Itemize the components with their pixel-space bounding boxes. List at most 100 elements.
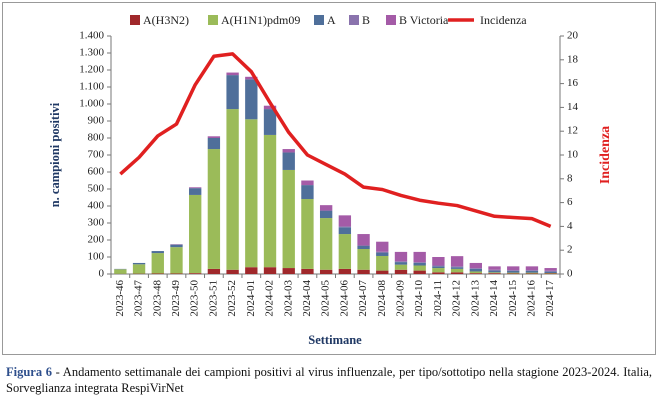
y-tick-label: 300 (88, 217, 105, 229)
bar-segment (413, 251, 426, 263)
x-tick-label: 2024-17 (544, 280, 556, 317)
bar-segment (357, 245, 370, 250)
bar-segment (525, 272, 539, 274)
y-tick-label: 900 (88, 115, 105, 127)
bar-segment (301, 180, 314, 186)
bar-segment (450, 272, 464, 274)
bar-segment (132, 264, 146, 274)
x-tick-label: 2024-14 (488, 280, 500, 317)
y-tick-label: 100 (88, 251, 105, 263)
bar-segment (525, 266, 539, 271)
bar-segment (432, 265, 445, 267)
x-tick-label: 2024-05 (320, 280, 332, 317)
y2-tick-label: 16 (567, 77, 579, 89)
y-tick-label: 1.400 (79, 30, 104, 42)
x-tick-label: 2024-08 (376, 280, 388, 317)
bar-segment (544, 273, 557, 274)
bar-segment (432, 268, 445, 273)
x-tick-label: 2023-50 (189, 280, 201, 317)
y-tick-label: 1.000 (79, 98, 104, 110)
bar-segment (357, 234, 370, 246)
x-tick-label: 2024-09 (395, 280, 407, 317)
legend-label: A (327, 13, 336, 27)
bar-segment (338, 234, 352, 269)
bar-segment (151, 273, 164, 274)
x-tick-label: 2024-07 (357, 280, 369, 317)
bar-segment (507, 270, 520, 273)
bar-segment (301, 185, 314, 200)
x-tick-label: 2024-06 (338, 280, 350, 317)
bar-segment (151, 253, 164, 274)
bar-segment (282, 152, 295, 170)
bar-segment (301, 268, 314, 274)
bar-segment (263, 134, 277, 268)
bar-segment (207, 138, 221, 150)
bar-segment (282, 268, 295, 274)
bar-segment (488, 269, 501, 271)
bar-segment (357, 269, 370, 274)
bar-segment (263, 109, 277, 135)
bar-segment (488, 273, 501, 274)
bar-segment (376, 255, 389, 271)
bar-segment (319, 205, 333, 211)
legend-swatch (130, 15, 140, 25)
bar-segment (207, 149, 221, 269)
bar-segment (525, 270, 539, 271)
legend-swatch (386, 15, 396, 25)
bar-segment (319, 269, 333, 274)
bar-segment (189, 188, 202, 195)
bar-segment (488, 270, 501, 273)
bar-segment (189, 194, 202, 274)
bar-segment (394, 251, 408, 262)
bar-segment (450, 266, 464, 268)
legend-swatch (349, 15, 359, 25)
bar-segment (413, 265, 426, 271)
bar-segment (394, 262, 408, 265)
bar-segment (507, 272, 520, 274)
y-tick-label: 200 (88, 234, 105, 246)
bar-segment (376, 270, 389, 274)
y2-tick-label: 8 (567, 172, 573, 184)
bar-segment (469, 268, 482, 272)
bar-segment (207, 136, 221, 138)
bar-segment (338, 227, 352, 235)
legend-swatch (208, 15, 218, 25)
bar-segment (226, 75, 239, 110)
bar-segment (413, 262, 426, 263)
bar-segment (469, 271, 482, 274)
bar-segment (245, 76, 258, 80)
bar-segment (170, 273, 183, 274)
chart: n. campioni positivi Incidenza Settimane… (2, 2, 656, 355)
y-tick-label: 1.100 (79, 81, 104, 93)
x-tick-label: 2023-52 (226, 280, 238, 317)
bar-segment (450, 268, 464, 273)
bar-segment (450, 256, 464, 267)
bar-segment (357, 249, 370, 270)
bar-segment (338, 226, 352, 228)
bar-segment (413, 262, 426, 266)
caption-text: - Andamento settimanale dei campioni pos… (6, 365, 653, 395)
bar-segment (245, 79, 258, 120)
bar-segment (245, 267, 258, 274)
bar-segment (114, 269, 127, 274)
bar-segment (525, 273, 539, 274)
bar-segment (170, 244, 183, 248)
x-axis-label: Settimane (308, 333, 362, 347)
bar-segment (507, 266, 520, 271)
bar-segment (432, 257, 445, 266)
bar-segment (394, 264, 408, 270)
bar-segment (151, 251, 164, 254)
y-tick-label: 1.300 (79, 47, 104, 59)
bar-segment (132, 262, 146, 265)
chart-border (2, 2, 656, 355)
y-tick-label: 600 (88, 166, 105, 178)
x-tick-label: 2024-16 (525, 280, 537, 317)
legend-label: B Victoria (399, 13, 449, 27)
bar-segment (394, 269, 408, 274)
y-tick-label: 400 (88, 200, 105, 212)
y2-tick-label: 20 (567, 30, 579, 42)
bar-segment (207, 268, 221, 274)
y2-tick-label: 10 (567, 149, 579, 161)
bar-segment (507, 273, 520, 274)
